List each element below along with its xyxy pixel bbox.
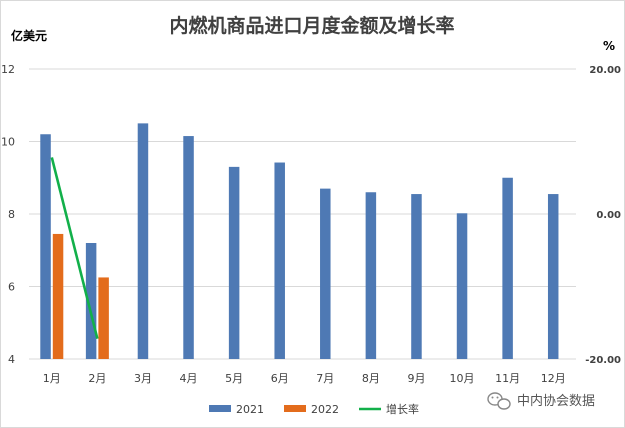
x-tick-label: 8月 bbox=[362, 372, 380, 385]
x-tick-label: 7月 bbox=[316, 372, 334, 385]
left-tick-label: 10 bbox=[1, 136, 15, 149]
x-axis-ticks: 1月 2月 3月 4月 5月 6月 7月 8月 9月 10月 11月 12月 bbox=[43, 372, 566, 385]
x-tick-label: 10月 bbox=[450, 372, 475, 385]
x-tick-label: 4月 bbox=[180, 372, 198, 385]
left-tick-label: 8 bbox=[8, 208, 15, 221]
bar-2021 bbox=[274, 162, 285, 359]
x-tick-label: 5月 bbox=[225, 372, 243, 385]
x-tick-label: 6月 bbox=[271, 372, 289, 385]
x-tick-label: 3月 bbox=[134, 372, 152, 385]
left-tick-label: 12 bbox=[1, 63, 15, 76]
bar-2021 bbox=[365, 192, 377, 359]
chart-title: 内燃机商品进口月度金额及增长率 bbox=[169, 14, 454, 37]
bar-2021 bbox=[137, 123, 149, 359]
bar-2021 bbox=[85, 243, 97, 359]
bar-2021 bbox=[502, 177, 513, 359]
x-tick-label: 1月 bbox=[43, 372, 61, 385]
right-axis-unit: % bbox=[603, 39, 615, 53]
legend-label: 增长率 bbox=[386, 402, 419, 416]
bars bbox=[40, 123, 559, 359]
legend-swatch bbox=[284, 405, 306, 412]
right-axis-ticks: -20.00 0.00 20.00 bbox=[585, 65, 621, 366]
bar-2021 bbox=[456, 213, 468, 359]
legend-label: 2022 bbox=[311, 403, 339, 416]
right-tick-label: 0.00 bbox=[596, 210, 621, 221]
watermark-text: 中内协会数据 bbox=[517, 393, 595, 409]
bar-2022 bbox=[52, 233, 64, 359]
bar-2021 bbox=[40, 134, 51, 359]
growth-line bbox=[50, 157, 99, 340]
bar-2021 bbox=[320, 188, 331, 359]
x-tick-label: 12月 bbox=[541, 372, 566, 385]
bar-2021 bbox=[228, 166, 240, 359]
grid-lines bbox=[29, 68, 576, 360]
left-tick-label: 4 bbox=[8, 353, 15, 366]
watermark: 中内协会数据 bbox=[487, 392, 595, 410]
x-tick-label: 11月 bbox=[495, 372, 520, 385]
x-tick-label: 2月 bbox=[88, 372, 106, 385]
bar-2021 bbox=[411, 194, 422, 359]
left-tick-label: 6 bbox=[8, 281, 15, 294]
right-tick-label: 20.00 bbox=[589, 65, 621, 76]
bar-2022 bbox=[98, 277, 109, 359]
bar-2021 bbox=[547, 194, 559, 359]
left-axis-ticks: 4 6 8 10 12 bbox=[1, 63, 15, 366]
growth-rate-line bbox=[50, 157, 99, 340]
legend-swatch bbox=[209, 405, 231, 412]
bar-2021 bbox=[183, 136, 194, 359]
right-tick-label: -20.00 bbox=[585, 355, 621, 366]
x-tick-label: 9月 bbox=[407, 372, 425, 385]
legend-label: 2021 bbox=[236, 403, 264, 416]
legend: 2021 2022 增长率 bbox=[209, 402, 419, 416]
left-axis-unit: 亿美元 bbox=[11, 28, 47, 43]
wechat-icon bbox=[487, 392, 511, 410]
